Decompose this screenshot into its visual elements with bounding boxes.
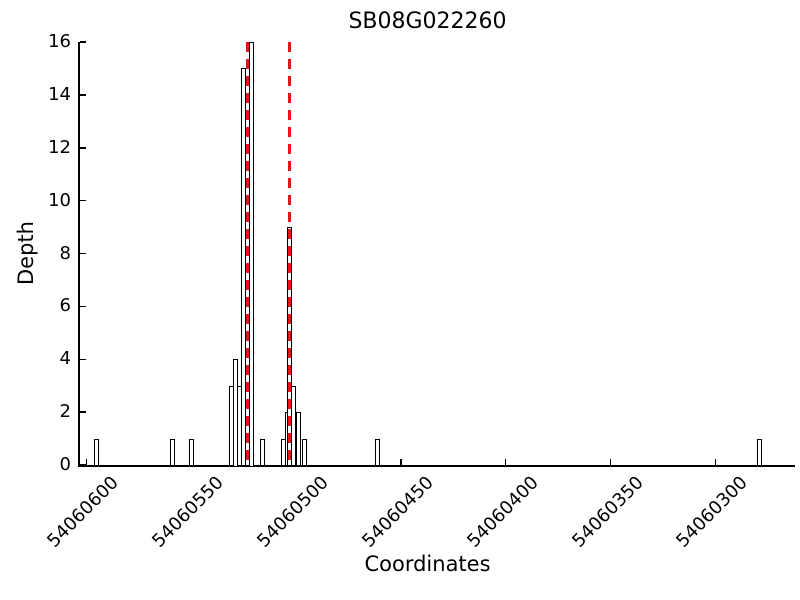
x-tick-label-text: 54060400 — [462, 472, 543, 552]
y-tick — [80, 358, 86, 360]
x-tick — [609, 459, 612, 465]
depth-bar — [375, 438, 381, 467]
y-tick — [80, 199, 86, 202]
y-tick-label: 8 — [59, 242, 71, 264]
x-tick — [400, 459, 402, 465]
depth-bar — [259, 438, 265, 467]
y-tick — [80, 147, 86, 149]
depth-bar — [295, 412, 301, 467]
x-tick-label-text: 54060500 — [253, 472, 333, 552]
x-tick — [85, 459, 87, 465]
y-tick-label: 10 — [48, 189, 71, 211]
y-tick-label: 0 — [59, 454, 71, 475]
x-tick — [504, 459, 507, 465]
y-tick — [80, 411, 86, 413]
x-axis-spine — [78, 465, 795, 467]
depth-bar — [94, 438, 100, 467]
y-tick-label: 16 — [48, 31, 71, 52]
x-tick-label-text: 54060550 — [148, 472, 228, 552]
y-tick-label: 6 — [59, 295, 71, 317]
depth-bar — [756, 438, 762, 467]
x-tick — [714, 459, 717, 465]
y-tick — [80, 94, 86, 96]
y-axis-spine — [78, 42, 80, 467]
y-tick — [80, 41, 86, 43]
x-tick-label-text: 54060350 — [567, 472, 648, 552]
depth-bar — [249, 42, 255, 467]
x-tick-label-text: 54060450 — [357, 472, 438, 552]
y-tick-label: 4 — [59, 348, 71, 370]
depth-bar — [301, 438, 307, 467]
depth-bar — [169, 438, 175, 467]
x-tick-label-text: 54060300 — [672, 472, 753, 552]
y-tick — [80, 464, 86, 466]
chart-title: SB08G022260 — [348, 9, 507, 34]
marker-line — [246, 42, 250, 465]
y-tick-label: 14 — [48, 83, 71, 105]
depth-bar — [188, 438, 194, 467]
x-tick-label-text: 54060600 — [43, 472, 124, 552]
y-tick — [80, 252, 86, 255]
x-axis-title: Coordinates — [364, 552, 491, 576]
y-tick-label: 2 — [59, 401, 71, 423]
y-tick — [80, 305, 86, 308]
marker-line — [288, 42, 292, 465]
y-tick-label: 12 — [48, 136, 71, 158]
depth-bar — [241, 68, 246, 467]
